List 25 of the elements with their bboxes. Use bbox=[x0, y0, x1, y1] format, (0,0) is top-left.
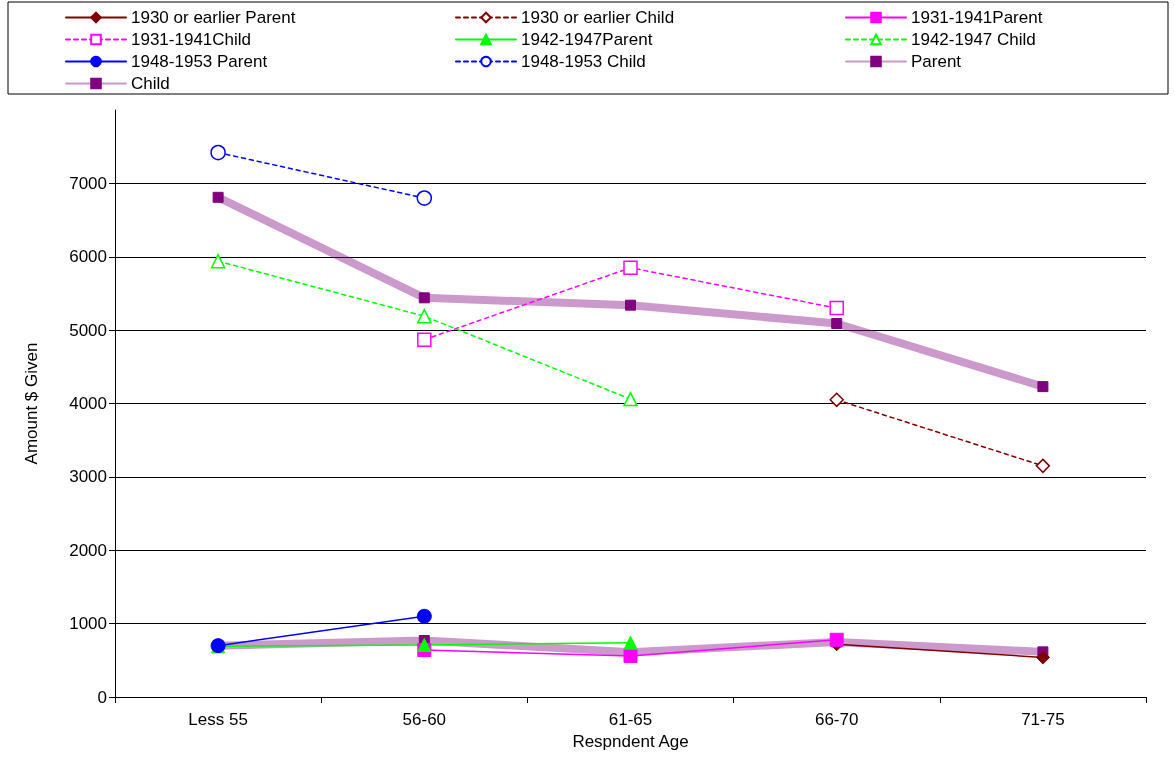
legend-label: 1948-1953 Child bbox=[521, 52, 646, 71]
y-tick-label: 6000 bbox=[69, 247, 107, 267]
legend-label: 1930 or earlier Child bbox=[521, 8, 675, 27]
legend-label: 1942-1947Parent bbox=[521, 30, 653, 49]
y-tick-label: 5000 bbox=[69, 320, 107, 340]
y-tick-label: 1000 bbox=[69, 614, 107, 634]
legend-label: 1931-1941Parent bbox=[911, 8, 1043, 27]
y-tick-label: 3000 bbox=[69, 467, 107, 487]
x-tick-label: 56-60 bbox=[402, 710, 447, 729]
x-tick-label: 66-70 bbox=[814, 710, 859, 729]
x-tick-label: 71-75 bbox=[1021, 710, 1065, 729]
x-tick-label: Less 55 bbox=[188, 710, 248, 729]
legend-label: 1942-1947 Child bbox=[911, 30, 1036, 49]
legend-label: 1930 or earlier Parent bbox=[131, 8, 296, 27]
y-tick-label: 7000 bbox=[69, 173, 107, 193]
x-tick-label: 61-65 bbox=[608, 710, 653, 729]
x-axis-title: Respndent Age bbox=[572, 731, 689, 751]
legend-label: 1948-1953 Parent bbox=[131, 52, 268, 71]
y-tick-label: 2000 bbox=[69, 540, 107, 560]
y-tick-label: 4000 bbox=[69, 394, 107, 413]
y-tick-label: 0 bbox=[97, 687, 107, 707]
y-axis-title: Amount $ Given bbox=[22, 342, 41, 465]
legend-label: Child bbox=[131, 74, 170, 93]
legend-label: 1931-1941Child bbox=[131, 30, 252, 49]
legend-label: Parent bbox=[911, 52, 962, 71]
